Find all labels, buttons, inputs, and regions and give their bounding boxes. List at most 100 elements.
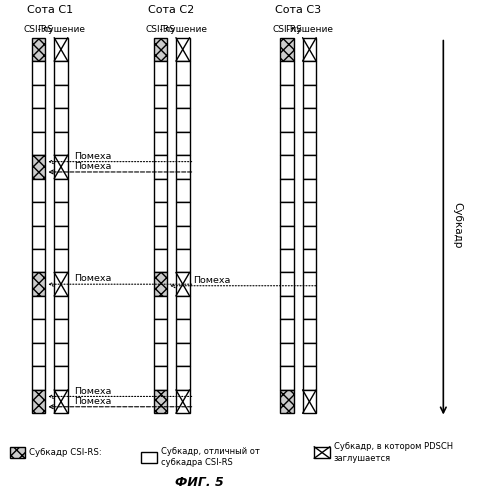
Text: ФИГ. 5: ФИГ. 5	[175, 476, 224, 489]
Bar	[54, 343, 68, 366]
Bar	[176, 132, 189, 155]
Bar	[54, 249, 68, 272]
Bar	[32, 272, 45, 296]
Text: Сота С2: Сота С2	[149, 5, 195, 15]
Bar	[54, 202, 68, 226]
Bar	[54, 296, 68, 320]
Bar	[303, 155, 316, 178]
Bar	[10, 447, 25, 458]
Bar	[280, 390, 294, 413]
Bar	[154, 108, 167, 132]
Bar	[154, 61, 167, 84]
Bar	[303, 272, 316, 296]
Bar	[280, 320, 294, 343]
Text: Помеха: Помеха	[193, 276, 231, 285]
Bar	[54, 272, 68, 296]
Bar	[280, 272, 294, 296]
Bar	[154, 132, 167, 155]
Bar	[176, 226, 189, 249]
Bar	[280, 132, 294, 155]
Bar	[176, 320, 189, 343]
Bar	[32, 155, 45, 178]
Bar	[303, 132, 316, 155]
Text: Субкадр, в котором PDSCH
заглушается: Субкадр, в котором PDSCH заглушается	[334, 442, 453, 462]
Text: Сота С1: Сота С1	[27, 5, 73, 15]
Bar	[303, 226, 316, 249]
Bar	[176, 202, 189, 226]
Bar	[303, 84, 316, 108]
Bar	[280, 343, 294, 366]
Text: Субкадр: Субкадр	[452, 202, 462, 248]
Bar	[303, 366, 316, 390]
Bar	[280, 390, 294, 413]
Bar	[32, 249, 45, 272]
Bar	[280, 366, 294, 390]
Bar	[303, 61, 316, 84]
Bar	[32, 343, 45, 366]
Bar	[54, 61, 68, 84]
Bar	[54, 320, 68, 343]
Bar	[32, 272, 45, 296]
Bar	[176, 296, 189, 320]
Bar	[32, 226, 45, 249]
Bar	[32, 390, 45, 413]
Bar	[54, 390, 68, 413]
Bar	[32, 178, 45, 202]
Bar	[154, 38, 167, 61]
Bar	[32, 320, 45, 343]
Bar	[280, 202, 294, 226]
Bar	[154, 84, 167, 108]
Bar	[154, 390, 167, 413]
Bar	[154, 249, 167, 272]
Text: Помеха: Помеха	[74, 274, 111, 283]
Bar	[280, 84, 294, 108]
Bar	[176, 38, 189, 61]
Text: Помеха: Помеха	[74, 152, 111, 161]
Bar	[54, 226, 68, 249]
Bar	[280, 108, 294, 132]
Text: CSI-RS: CSI-RS	[272, 24, 302, 34]
Bar	[303, 249, 316, 272]
Bar	[32, 108, 45, 132]
Bar	[154, 178, 167, 202]
Bar	[54, 178, 68, 202]
Bar	[176, 155, 189, 178]
Bar	[54, 155, 68, 178]
Bar	[303, 390, 316, 413]
Bar	[176, 366, 189, 390]
Bar	[176, 272, 189, 296]
Text: Глушение: Глушение	[285, 24, 333, 34]
Bar	[280, 155, 294, 178]
Text: CSI-RS: CSI-RS	[24, 24, 54, 34]
Bar	[303, 38, 316, 61]
Bar	[303, 343, 316, 366]
Text: CSI-RS: CSI-RS	[146, 24, 175, 34]
Bar	[303, 108, 316, 132]
Bar	[303, 296, 316, 320]
Bar	[32, 84, 45, 108]
Bar	[32, 132, 45, 155]
Bar	[154, 390, 167, 413]
Bar	[32, 38, 45, 61]
Bar	[303, 202, 316, 226]
Bar	[154, 320, 167, 343]
Bar	[32, 366, 45, 390]
Bar	[176, 249, 189, 272]
Bar	[32, 390, 45, 413]
Bar	[280, 296, 294, 320]
Text: Субкадр CSI-RS:: Субкадр CSI-RS:	[29, 448, 102, 457]
Bar	[280, 178, 294, 202]
Bar	[154, 38, 167, 61]
Bar	[32, 296, 45, 320]
Text: Глушение: Глушение	[159, 24, 207, 34]
Text: Помеха: Помеха	[74, 386, 111, 396]
Bar	[176, 343, 189, 366]
Bar	[154, 296, 167, 320]
Bar	[32, 155, 45, 178]
Bar	[154, 366, 167, 390]
Bar	[176, 178, 189, 202]
Text: Субкадр, отличный от
субкадра CSI-RS: Субкадр, отличный от субкадра CSI-RS	[161, 448, 260, 468]
Bar	[176, 390, 189, 413]
Bar	[154, 272, 167, 296]
Bar	[154, 343, 167, 366]
